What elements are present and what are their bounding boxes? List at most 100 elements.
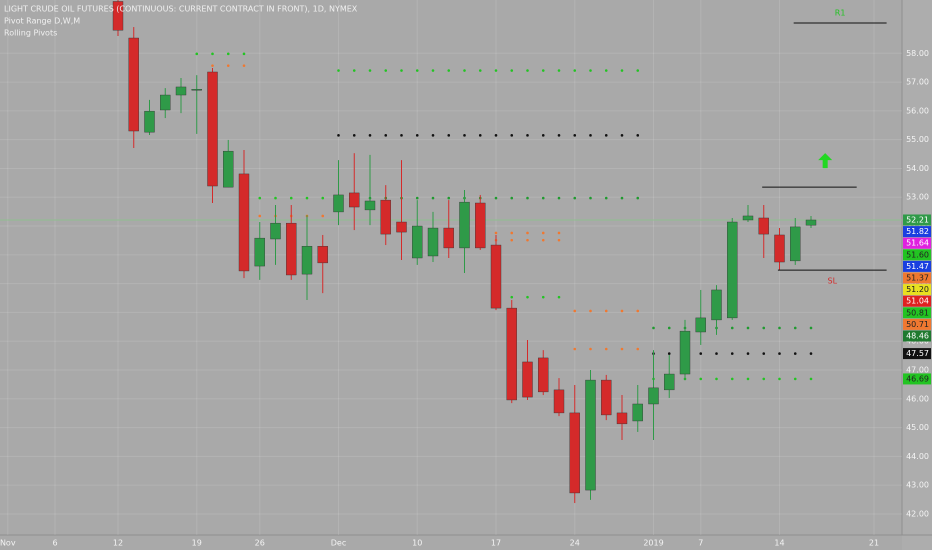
candle-body	[601, 379, 612, 416]
x-tick-label: 6	[52, 539, 57, 548]
price-label: 50.71	[906, 320, 929, 329]
y-tick-label: 52.00	[906, 222, 929, 231]
x-tick-label: 10	[412, 539, 422, 548]
price-label-box	[903, 330, 931, 342]
price-label: 48.46	[906, 331, 929, 340]
y-tick-label: 55.00	[906, 135, 929, 144]
candle-body	[742, 215, 754, 221]
price-label-box	[903, 373, 931, 385]
target-label: SL	[827, 277, 837, 286]
price-label-box	[903, 272, 931, 284]
candle-body	[301, 245, 313, 275]
candle-body	[727, 221, 738, 319]
candle-body	[538, 357, 549, 393]
candle-body	[490, 244, 502, 309]
price-label-box	[903, 307, 931, 319]
x-tick-label: 17	[491, 539, 501, 548]
candle-body	[664, 373, 675, 391]
candle-body	[380, 199, 391, 235]
price-label-box	[903, 348, 931, 360]
x-tick-label: 21	[869, 539, 879, 548]
x-tick-label: Dec	[331, 539, 346, 548]
price-label: 47.57	[906, 349, 929, 358]
candle-body	[790, 226, 801, 262]
candle-body	[112, 1, 124, 31]
price-label-box	[903, 214, 931, 226]
price-label: 51.04	[906, 297, 929, 306]
x-tick-label: Nov	[0, 539, 16, 548]
candle-body	[396, 221, 407, 233]
candle-body	[427, 227, 439, 257]
y-tick-label: 50.00	[906, 279, 929, 288]
candle-body	[679, 330, 691, 375]
candle-body	[160, 94, 171, 111]
price-label-box	[903, 284, 931, 296]
x-tick-label: 26	[255, 539, 265, 548]
y-tick-label: 57.00	[906, 78, 929, 87]
candle-body	[758, 217, 769, 235]
price-label-box	[903, 295, 931, 307]
price-label: 50.81	[906, 308, 929, 317]
candle-body	[569, 412, 580, 494]
candle-body	[144, 110, 155, 133]
candle-body	[695, 317, 706, 333]
candle-body	[317, 245, 328, 264]
y-tick-label: 56.00	[906, 106, 929, 115]
candle-body	[128, 37, 139, 132]
y-tick-label: 42.00	[906, 509, 929, 518]
target-label: R1	[835, 9, 846, 18]
price-label-box	[903, 260, 931, 272]
y-tick-label: 44.00	[906, 452, 929, 461]
price-label: 51.20	[906, 285, 929, 294]
price-label: 51.64	[906, 239, 929, 248]
candle-body	[364, 200, 376, 211]
x-tick-label: 14	[774, 539, 784, 548]
price-label: 52.21	[906, 215, 929, 224]
candle-body	[632, 403, 643, 422]
x-tick-label: 2019	[643, 539, 663, 548]
x-tick-label: 12	[113, 539, 123, 548]
price-label: 51.47	[906, 262, 929, 271]
candle-body	[774, 234, 785, 263]
candle-body	[207, 71, 218, 187]
indicator-name: Rolling Pivots	[4, 29, 57, 38]
y-tick-label: 47.00	[906, 366, 929, 375]
y-tick-label: 43.00	[906, 481, 929, 490]
candle-body	[616, 412, 628, 425]
candle-body	[443, 227, 454, 249]
y-tick-label: 53.00	[906, 193, 929, 202]
x-tick-label: 24	[570, 539, 580, 548]
chart-title: LIGHT CRUDE OIL FUTURES (CONTINUOUS: CUR…	[4, 5, 358, 14]
y-tick-label: 46.00	[906, 394, 929, 403]
price-label-box	[903, 318, 931, 330]
candle-body	[254, 237, 265, 267]
candle-body	[711, 289, 722, 321]
candle-body	[553, 389, 565, 414]
candle-body	[522, 361, 533, 398]
candle-body	[585, 379, 596, 491]
candle-body	[475, 202, 486, 249]
candle-body	[175, 86, 187, 96]
y-tick-label: 45.00	[906, 423, 929, 432]
candle-body	[238, 173, 250, 272]
signal-arrow	[818, 153, 833, 169]
candle-body	[286, 222, 297, 276]
candle-body	[805, 219, 817, 226]
candle-body	[270, 222, 281, 240]
candle-body	[648, 387, 659, 405]
price-label: 51.37	[906, 273, 929, 282]
candle-body	[506, 307, 517, 401]
price-label-box	[903, 249, 931, 261]
candle-body	[223, 150, 234, 188]
x-tick-label: 7	[698, 539, 703, 548]
candle-body	[412, 225, 423, 259]
price-label: 51.60	[906, 250, 929, 259]
price-label-box	[903, 237, 931, 249]
y-tick-label: 58.00	[906, 49, 929, 58]
candle-body	[333, 194, 344, 213]
indicator-name: Pivot Range D,W,M	[4, 17, 80, 26]
candle-body	[459, 201, 470, 249]
